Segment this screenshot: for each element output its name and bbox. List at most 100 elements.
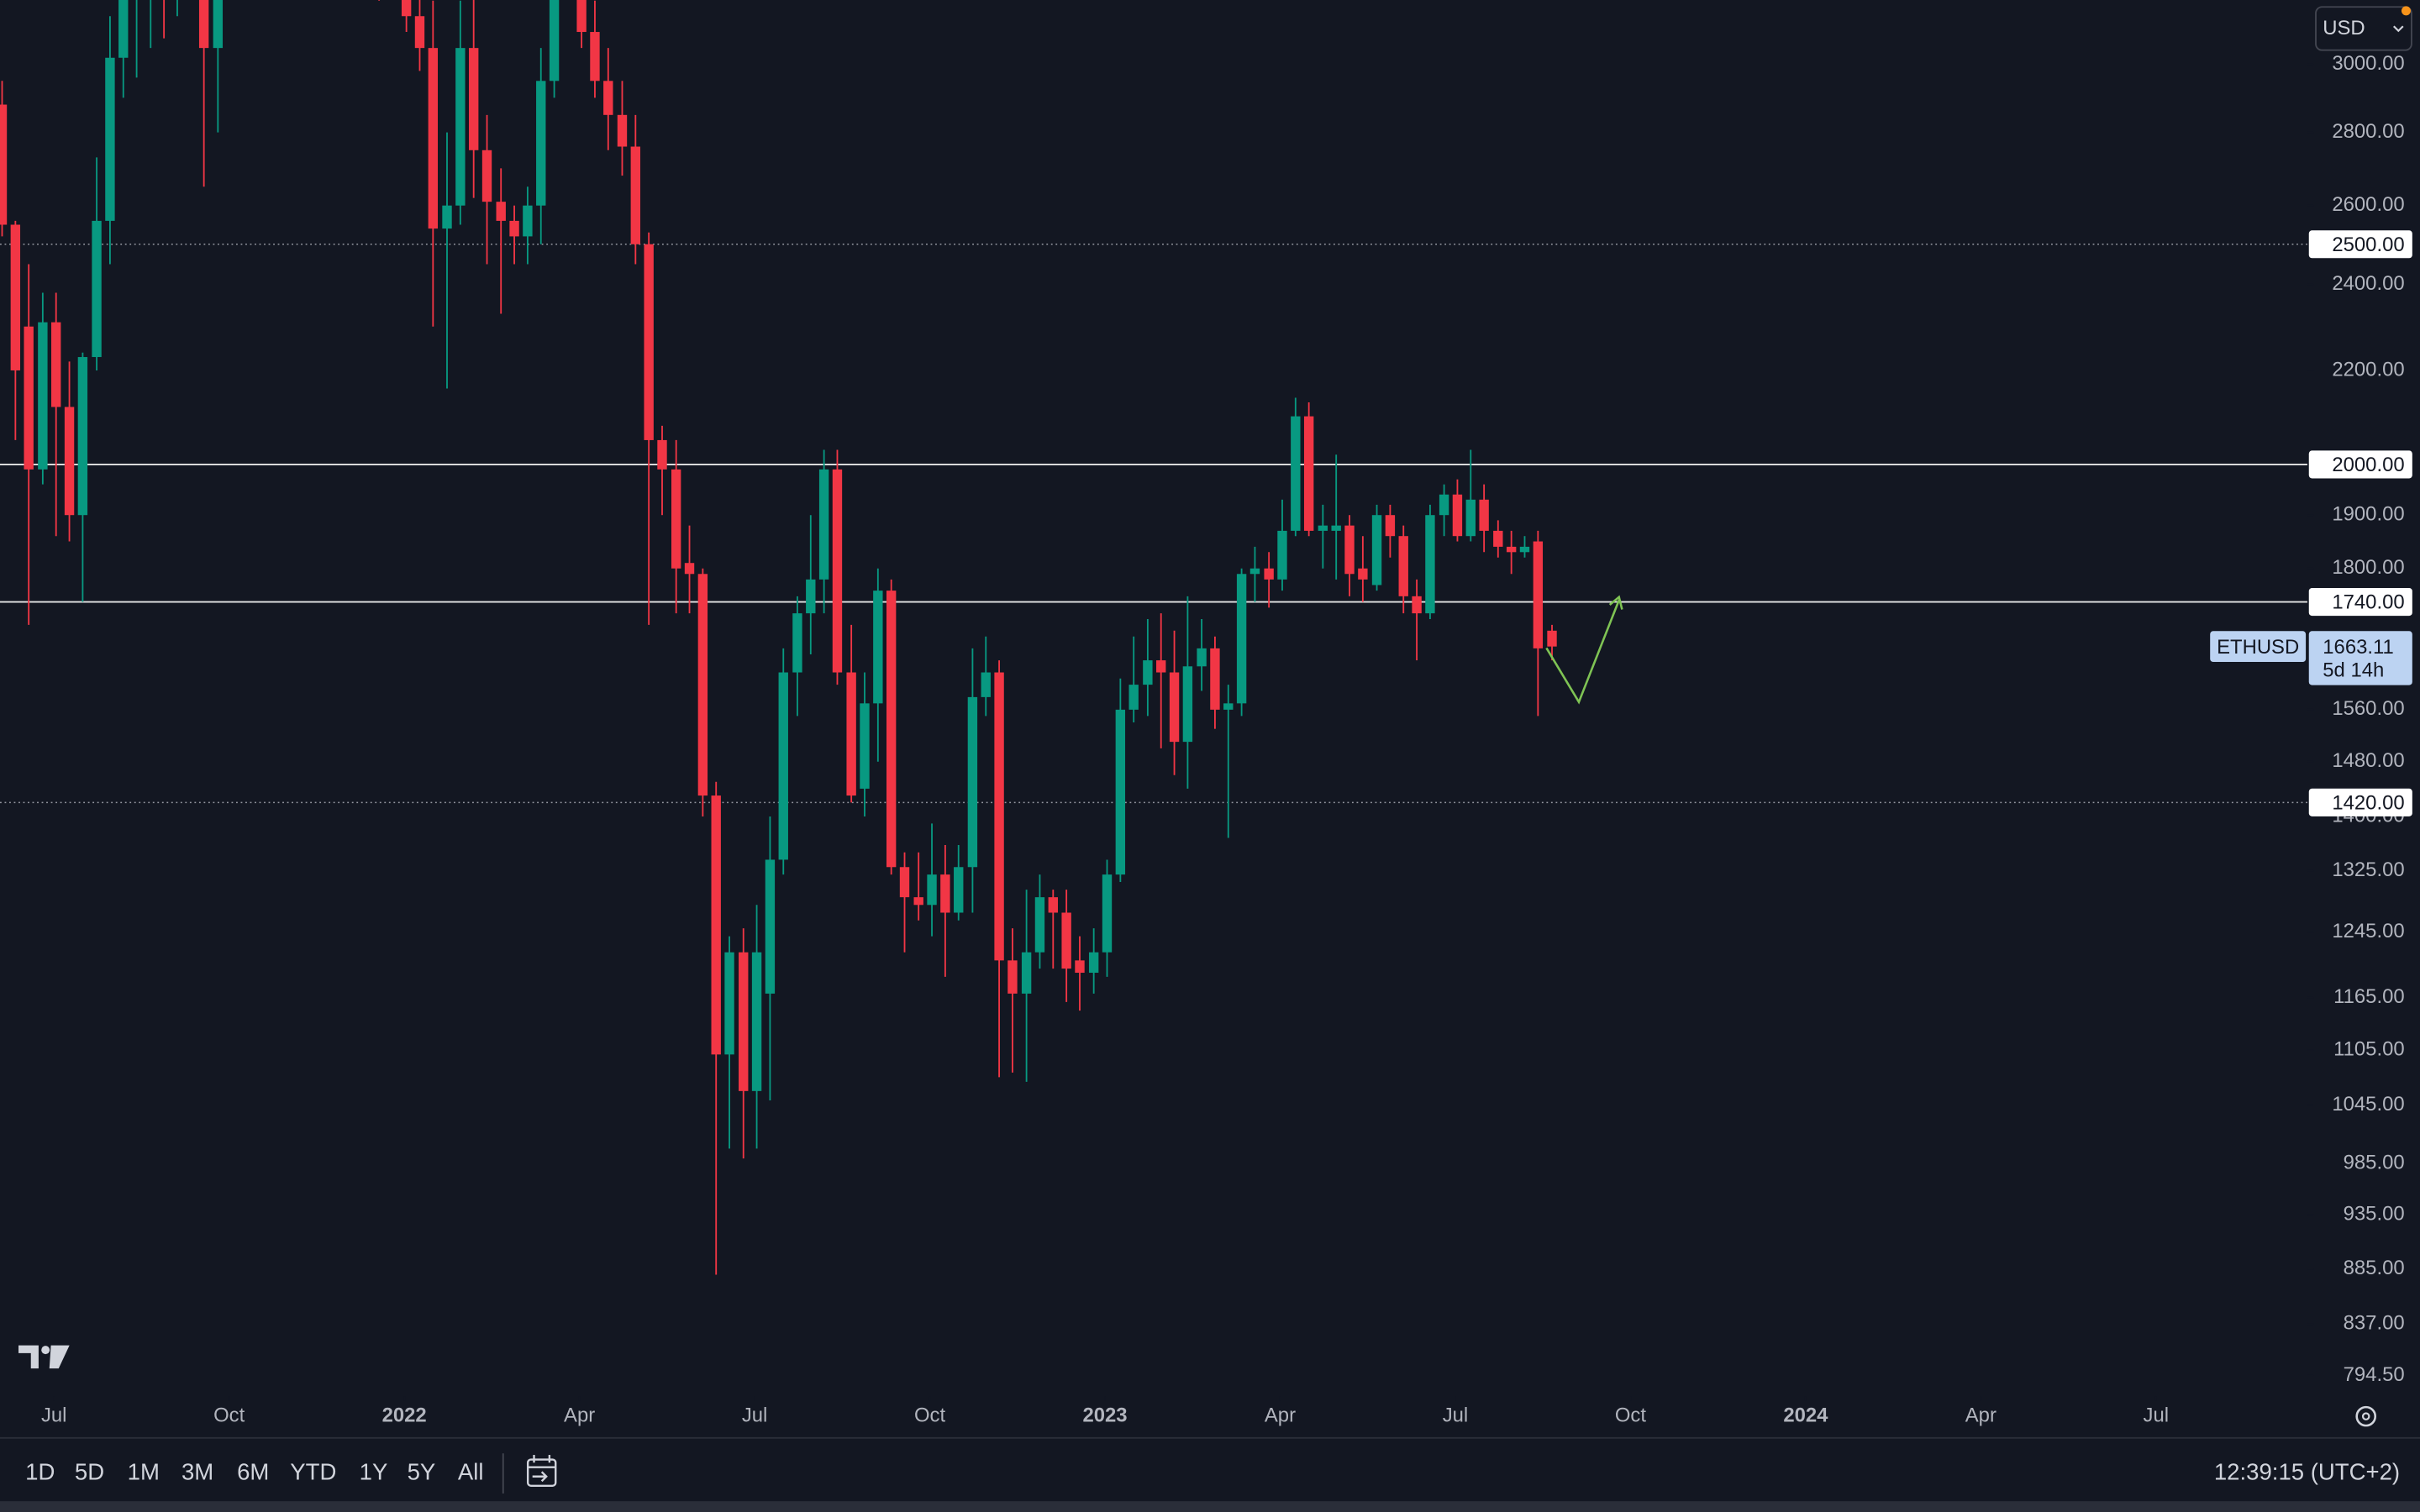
countdown-label: 5d 14h [2323, 659, 2384, 681]
candle-body [1264, 568, 1274, 580]
y-tick-label: 3000.00 [2332, 52, 2404, 75]
candle-body [10, 224, 21, 370]
candle-body [77, 357, 88, 516]
candle-body [1143, 660, 1153, 685]
candle-body [38, 322, 48, 470]
candle-body [1452, 494, 1463, 537]
candle-body [576, 0, 587, 33]
range-button[interactable]: YTD [290, 1458, 336, 1484]
y-tick-label: 1800.00 [2332, 556, 2404, 579]
candle-body [213, 0, 224, 49]
candle-body [818, 469, 829, 580]
candle-body [739, 952, 749, 1091]
candle-body [1479, 499, 1489, 531]
y-tick-label: 935.00 [2344, 1203, 2405, 1226]
arrow-head [1608, 595, 1623, 610]
y-tick-label: 1105.00 [2333, 1037, 2404, 1060]
goto-date-icon[interactable] [526, 1455, 557, 1487]
range-button[interactable]: 3M [182, 1458, 213, 1484]
candle-body [1021, 952, 1032, 994]
candle-body [751, 952, 762, 1091]
candle-body [496, 202, 506, 221]
y-tick-label: 1480.00 [2332, 749, 2404, 772]
candle-body [967, 696, 978, 868]
candle-body [617, 114, 628, 147]
candle-body [64, 407, 75, 516]
candle-body [1358, 568, 1368, 580]
candle-body [994, 672, 1004, 961]
candle-body [536, 81, 546, 206]
logo [18, 1345, 70, 1369]
range-button[interactable]: 1D [25, 1458, 55, 1484]
candle-body [51, 322, 61, 407]
clock: 12:39:15 (UTC+2) [2214, 1458, 2400, 1484]
drawing-arrow[interactable] [1545, 600, 1620, 705]
x-tick-label: 2023 [1082, 1404, 1127, 1426]
candle-body [590, 32, 600, 81]
candle-body [1439, 494, 1449, 516]
candle-body [92, 220, 102, 358]
range-button[interactable]: 1Y [360, 1458, 388, 1484]
y-tick-label: 1560.00 [2332, 697, 2404, 720]
currency-label: USD [2323, 17, 2365, 39]
candle-body [1291, 416, 1301, 531]
candle-body [1318, 525, 1328, 531]
range-button[interactable]: 1M [128, 1458, 160, 1484]
candle-body [644, 244, 654, 440]
price-line-label: 2000.00 [2332, 454, 2404, 476]
candle-body [778, 672, 788, 860]
x-tick-label: Oct [1615, 1404, 1646, 1426]
candle-body [1344, 525, 1355, 575]
candle-body [1102, 874, 1113, 953]
candle-body [1303, 416, 1314, 531]
x-tick-label: Apr [1265, 1404, 1296, 1426]
range-button[interactable]: All [458, 1458, 484, 1484]
last-price-badge [2308, 631, 2412, 685]
symbol-label: ETHUSD [2217, 636, 2299, 659]
candle-body [1412, 596, 1422, 614]
candle-body [630, 146, 641, 244]
candle-body [671, 469, 681, 569]
candle-body [481, 150, 492, 202]
range-button[interactable]: 6M [237, 1458, 269, 1484]
candle-body [1506, 546, 1517, 553]
settings-icon[interactable] [2355, 1405, 2377, 1427]
y-tick-label: 1245.00 [2332, 920, 2404, 942]
last-price-label: 1663.11 [2323, 636, 2393, 659]
price-line-badge [2308, 788, 2412, 816]
candle-body [1128, 685, 1139, 710]
candle-body [1156, 660, 1166, 673]
y-tick-label: 885.00 [2344, 1257, 2405, 1279]
x-tick-label: 2024 [1783, 1404, 1828, 1426]
bottom-strip [0, 1501, 2420, 1512]
y-tick-label: 1900.00 [2332, 503, 2404, 526]
candle-body [697, 574, 708, 796]
candle-body [1331, 525, 1341, 531]
candle-body [1169, 672, 1180, 743]
y-tick-label: 1165.00 [2333, 985, 2404, 1008]
x-tick-label: Jul [2144, 1404, 2170, 1426]
x-tick-label: Apr [1965, 1404, 1996, 1426]
candle-body [657, 439, 667, 470]
candle-body [1061, 912, 1071, 969]
currency-button[interactable]: USD [2315, 6, 2412, 51]
y-tick-label: 2600.00 [2332, 193, 2404, 216]
candle-body [1249, 568, 1260, 575]
candle-body [846, 672, 856, 796]
candle-body [940, 874, 950, 913]
price-axis: 3000.00 2800.00 2600.00 2400.00 2200.00 1900.… [2210, 52, 2412, 1386]
range-button[interactable]: 5D [75, 1458, 104, 1484]
candle-body [0, 104, 8, 225]
candle-body [428, 48, 439, 229]
candle-body [442, 205, 452, 229]
y-tick-label: 1325.00 [2332, 858, 2404, 881]
candle-body [1210, 648, 1220, 710]
candle-body [401, 0, 412, 17]
y-tick-label: 837.00 [2344, 1312, 2405, 1335]
candle-body [792, 613, 802, 673]
candle-body [1007, 960, 1018, 994]
candle-body [927, 874, 937, 906]
bottom-toolbar: 1D 5D 1M 3M 6M YTD 1Y 5Y All [25, 1458, 483, 1484]
range-button[interactable]: 5Y [408, 1458, 436, 1484]
